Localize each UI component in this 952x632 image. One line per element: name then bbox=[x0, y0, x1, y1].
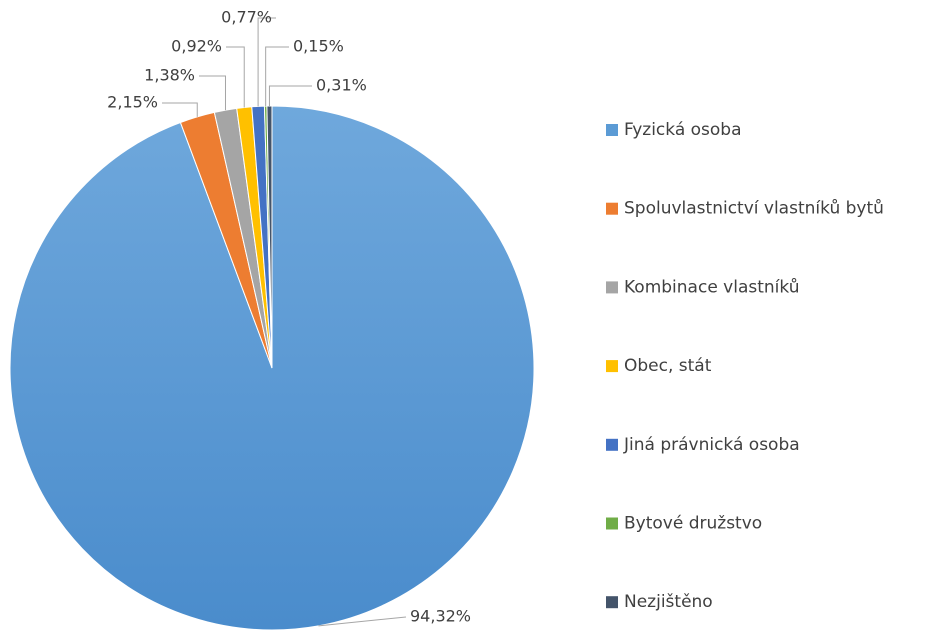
legend-swatch bbox=[606, 281, 618, 294]
leader-line bbox=[257, 17, 276, 107]
data-label: 0,77% bbox=[221, 8, 272, 27]
legend-label: Bytové družstvo bbox=[624, 514, 762, 534]
data-label: 94,32% bbox=[410, 607, 471, 626]
data-label: 1,38% bbox=[144, 66, 195, 85]
leader-line bbox=[265, 46, 289, 107]
leader-line bbox=[268, 85, 312, 107]
legend-label: Kombinace vlastníků bbox=[624, 277, 800, 297]
legend-label: Nezjištěno bbox=[624, 592, 713, 612]
legend-swatch bbox=[606, 124, 618, 136]
legend-label: Fyzická osoba bbox=[624, 120, 742, 140]
legend-label: Jiná právnická osoba bbox=[623, 435, 800, 455]
pie-slice bbox=[266, 105, 273, 369]
data-label: 0,31% bbox=[316, 76, 367, 95]
leader-line bbox=[318, 616, 407, 627]
legend-swatch bbox=[606, 360, 618, 373]
legend-label: Spoluvlastnictví vlastníků bytů bbox=[624, 199, 884, 219]
legend-label: Obec, stát bbox=[624, 356, 712, 376]
legend-swatch bbox=[606, 596, 618, 609]
data-label: 2,15% bbox=[107, 93, 158, 112]
data-label: 0,92% bbox=[171, 37, 222, 56]
legend-swatch bbox=[606, 438, 618, 451]
leader-line bbox=[226, 46, 245, 108]
leader-line bbox=[199, 75, 226, 111]
legend-swatch bbox=[606, 517, 618, 530]
data-label: 0,15% bbox=[293, 37, 344, 56]
leader-line bbox=[162, 102, 198, 117]
legend-swatch bbox=[606, 202, 618, 215]
